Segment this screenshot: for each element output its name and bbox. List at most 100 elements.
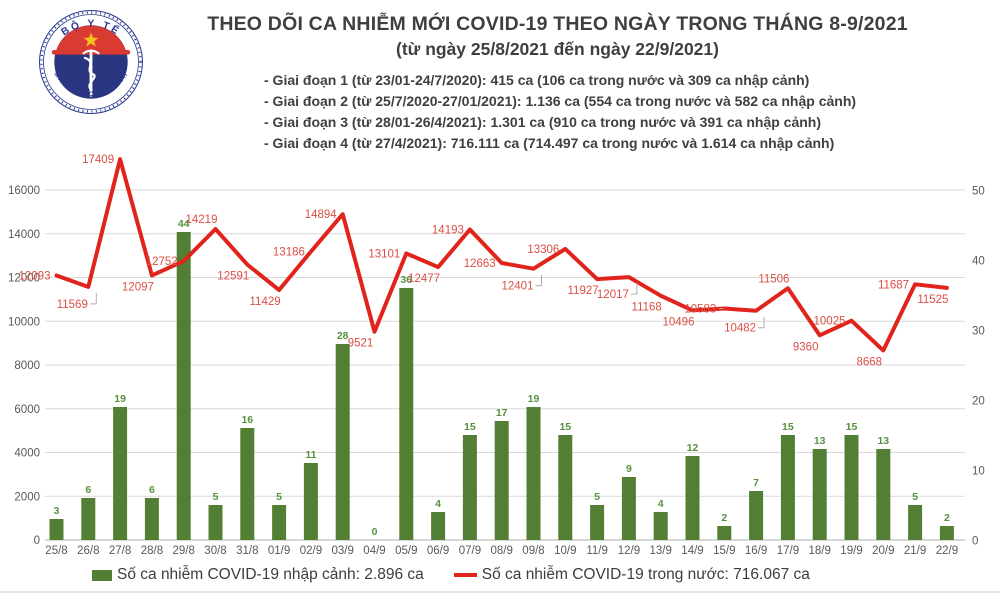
- bar-26/8: [81, 498, 96, 540]
- line-label-01/9: 11429: [250, 296, 281, 308]
- line-label-21/9: 11687: [878, 279, 909, 291]
- logo-star-icon: [83, 32, 99, 47]
- left-axis-tick-4000: 4000: [14, 448, 40, 460]
- legend-line-swatch: [453, 573, 477, 577]
- bar-11/9: [590, 505, 605, 540]
- legend-bar-swatch: [92, 569, 112, 581]
- line-label-04/9: 9521: [348, 338, 374, 350]
- bar-label-10/9: 15: [559, 421, 571, 433]
- line-label-12/9: 12017: [597, 289, 629, 301]
- line-label-22/9: 11525: [917, 294, 948, 306]
- bar-25/8: [49, 519, 64, 540]
- line-label-20/9: 8668: [857, 356, 883, 368]
- bar-07/9: [462, 435, 477, 540]
- x-axis-label-03/9: 03/9: [332, 545, 354, 557]
- line-label-02/9: 13186: [273, 247, 305, 259]
- line-label-06/9: 12477: [408, 273, 440, 285]
- x-axis-label-09/8: 09/8: [522, 545, 544, 557]
- bar-label-14/9: 12: [687, 442, 699, 454]
- bar-label-19/9: 15: [846, 421, 858, 433]
- line-label-05/9: 13101: [368, 248, 400, 260]
- right-axis-tick-20: 20: [972, 396, 985, 408]
- bar-28/8: [144, 498, 159, 540]
- bar-label-04/9: 0: [372, 526, 378, 538]
- line-label-10/9: 13306: [527, 244, 559, 256]
- bar-12/9: [621, 477, 636, 540]
- bar-09/8: [526, 407, 541, 540]
- bar-27/8: [113, 407, 128, 540]
- moh-logo: BỘ Y TẾ MINISTRY OF HEALTH: [38, 9, 144, 115]
- line-label-25/8: 12093: [19, 270, 51, 282]
- left-axis-tick-2000: 2000: [14, 491, 40, 503]
- logo-inner-ring: [43, 14, 139, 110]
- line-label-16/9: 10482: [724, 323, 756, 335]
- line-label-17/9: 11506: [758, 273, 789, 285]
- bar-label-08/9: 17: [496, 407, 508, 419]
- bar-22/9: [939, 526, 954, 540]
- left-axis-tick-0: 0: [34, 535, 40, 547]
- x-axis-label-10/9: 10/9: [554, 545, 576, 557]
- bar-label-26/8: 6: [85, 484, 91, 496]
- header: THEO DÕI CA NHIỄM MỚI COVID-19 THEO NGÀY…: [115, 13, 1000, 60]
- moh-logo-emblem: BỘ Y TẾ MINISTRY OF HEALTH: [39, 10, 143, 114]
- bar-13/9: [653, 512, 668, 540]
- legend-item-domestic: Số ca nhiễm COVID-19 trong nước: 716.067…: [453, 566, 810, 584]
- bar-15/9: [717, 526, 732, 540]
- x-axis-label-29/8: 29/8: [173, 545, 195, 557]
- bar-label-31/8: 16: [241, 414, 253, 426]
- bar-02/9: [303, 463, 318, 540]
- bar-label-21/9: 5: [912, 491, 918, 503]
- bar-label-07/9: 15: [464, 421, 476, 433]
- left-axis-tick-14000: 14000: [8, 229, 40, 241]
- x-axis-label-15/9: 15/9: [713, 545, 735, 557]
- line-label-30/8: 14219: [186, 214, 218, 226]
- x-axis-label-16/9: 16/9: [745, 545, 767, 557]
- line-label-29/8: 12752: [146, 256, 178, 268]
- left-axis-tick-10000: 10000: [8, 316, 40, 328]
- bar-label-30/8: 5: [213, 491, 219, 503]
- line-label-18/9: 9360: [793, 341, 819, 353]
- phase-line-3: - Giai đoạn 3 (từ 28/01-26/4/2021): 1.30…: [264, 114, 822, 130]
- line-label-19/9: 10025: [814, 316, 846, 328]
- x-axis-label-13/9: 13/9: [650, 545, 672, 557]
- bar-20/9: [876, 449, 891, 540]
- logo-snake-icon: [83, 56, 96, 91]
- line-label-31/8: 12591: [217, 271, 249, 283]
- bar-label-12/9: 9: [626, 463, 632, 475]
- x-axis-label-21/9: 21/9: [904, 545, 926, 557]
- bar-03/9: [335, 344, 350, 540]
- x-axis-label-01/9: 01/9: [268, 545, 290, 557]
- x-axis-label-28/8: 28/8: [141, 545, 163, 557]
- label-leader-09/8: [535, 274, 542, 287]
- x-axis-label-31/8: 31/8: [236, 545, 258, 557]
- left-axis-tick-16000: 16000: [8, 185, 40, 197]
- bar-label-20/9: 13: [877, 435, 889, 447]
- domestic-cases-line: [54, 157, 949, 353]
- bar-label-11/9: 5: [594, 491, 600, 503]
- bar-05/9: [399, 288, 414, 540]
- phase-line-1: - Giai đoạn 1 (từ 23/01-24/7/2020): 415 …: [264, 72, 810, 88]
- bar-21/9: [908, 505, 923, 540]
- legend-domestic-label: Số ca nhiễm COVID-19 trong nước: 716.067…: [481, 566, 810, 583]
- x-axis-label-19/9: 19/9: [840, 545, 862, 557]
- logo-ray-ring: [40, 11, 142, 113]
- chart-legend: Số ca nhiễm COVID-19 nhập cảnh: 2.896 ca…: [92, 566, 810, 584]
- line-label-26/8: 11569: [57, 299, 88, 311]
- bar-label-13/9: 4: [658, 498, 664, 510]
- label-leader-26/8: [90, 292, 97, 305]
- bar-label-02/9: 11: [305, 449, 316, 461]
- bar-01/9: [272, 505, 287, 540]
- x-axis-label-07/9: 07/9: [459, 545, 481, 557]
- bar-label-28/8: 6: [149, 484, 155, 496]
- x-axis-label-20/9: 20/9: [872, 545, 894, 557]
- phase-summary: - Giai đoạn 1 (từ 23/01-24/7/2020): 415 …: [264, 70, 856, 154]
- bar-label-25/8: 3: [54, 505, 60, 517]
- x-axis-label-17/9: 17/9: [777, 545, 799, 557]
- x-axis-label-25/8: 25/8: [45, 545, 67, 557]
- page-subtitle: (từ ngày 25/8/2021 đến ngày 22/9/2021): [396, 39, 719, 59]
- x-axis-label-02/9: 02/9: [300, 545, 322, 557]
- line-label-07/9: 14193: [432, 225, 464, 237]
- right-axis-tick-10: 10: [972, 466, 985, 478]
- label-leader-16/9: [758, 316, 765, 329]
- line-label-13/9: 11168: [632, 302, 662, 314]
